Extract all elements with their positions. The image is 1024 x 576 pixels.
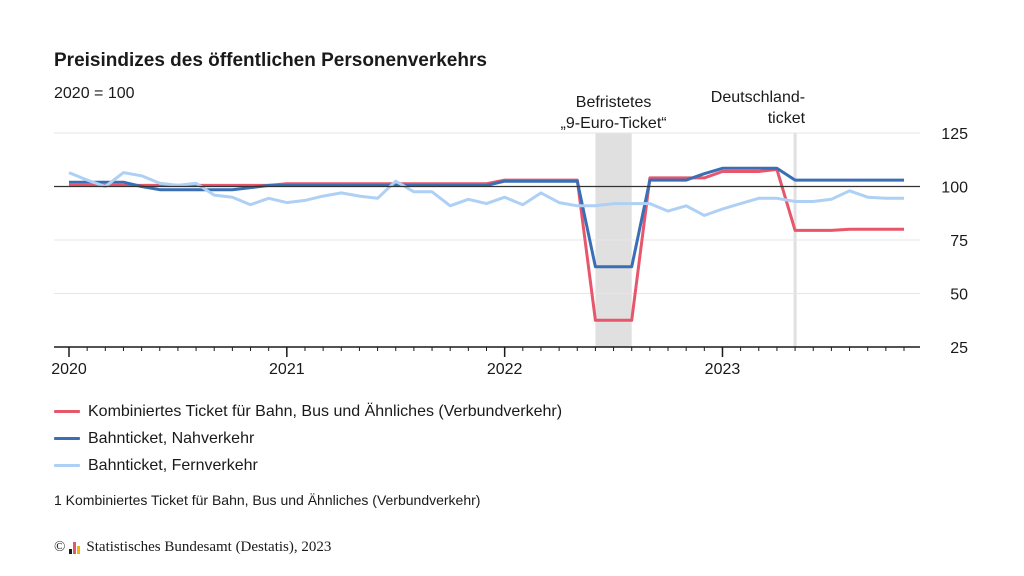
source-text: Statistisches Bundesamt (Destatis), 2023 — [86, 539, 332, 555]
y-tick-label: 25 — [950, 340, 968, 357]
x-tick-label: 2022 — [487, 361, 523, 378]
annotation-label-deutschlandticket: Deutschland- — [711, 89, 805, 106]
annotation-label-9-euro-ticket: Befristetes — [576, 94, 652, 111]
annotation-label-9-euro-ticket: „9-Euro-Ticket“ — [561, 115, 667, 132]
legend-item-fern: Bahnticket, Fernverkehr — [54, 452, 562, 479]
y-tick-label: 100 — [941, 180, 968, 197]
x-tick-label: 2023 — [705, 361, 741, 378]
chart-title: Preisindizes des öffentlichen Personenve… — [54, 50, 487, 71]
y-tick-label: 75 — [950, 233, 968, 250]
source-line: © Statistisches Bundesamt (Destatis), 20… — [54, 539, 331, 556]
legend: Kombiniertes Ticket für Bahn, Bus und Äh… — [54, 398, 562, 479]
legend-label-nah: Bahnticket, Nahverkehr — [88, 429, 255, 447]
chart-subtitle: 2020 = 100 — [54, 85, 135, 102]
legend-swatch-fern — [54, 464, 80, 467]
line-chart: Befristetes „9-Euro-Ticket“ Deutschland-ti… — [51, 89, 968, 378]
series-line-fern — [68, 171, 904, 217]
legend-label-fern: Bahnticket, Fernverkehr — [88, 456, 258, 474]
legend-label-kombi: Kombiniertes Ticket für Bahn, Bus und Äh… — [88, 402, 563, 420]
y-tick-label: 125 — [941, 126, 968, 143]
destatis-logo-icon — [69, 541, 82, 554]
x-tick-label: 2021 — [269, 361, 305, 378]
legend-item-kombi: Kombiniertes Ticket für Bahn, Bus und Äh… — [54, 398, 562, 425]
legend-swatch-nah — [54, 437, 80, 440]
y-tick-label: 50 — [950, 287, 968, 304]
series-line-kombi — [69, 167, 904, 322]
x-tick-label: 2020 — [51, 361, 87, 378]
annotation-label-deutschlandticket: ticket — [768, 110, 806, 127]
copyright-icon: © — [54, 539, 66, 555]
footnote: 1 Kombiniertes Ticket für Bahn, Bus und … — [54, 492, 481, 508]
legend-swatch-kombi — [54, 410, 80, 413]
legend-item-nah: Bahnticket, Nahverkehr — [54, 425, 562, 452]
